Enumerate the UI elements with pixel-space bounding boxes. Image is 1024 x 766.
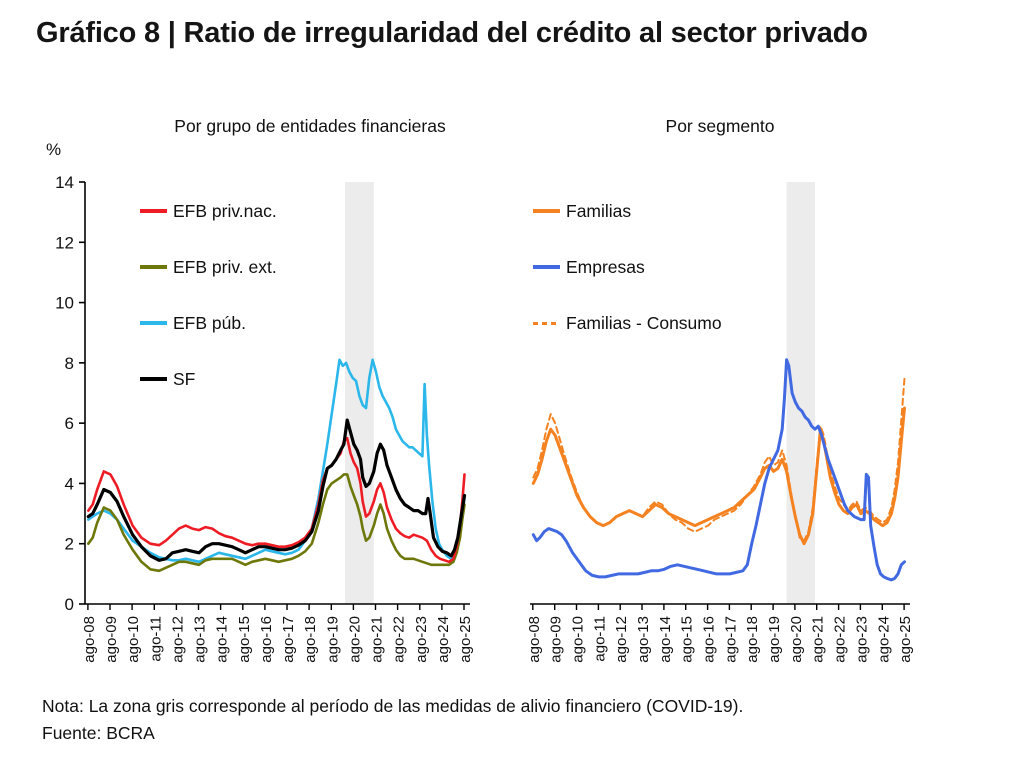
x-tick-label: ago-17 <box>280 616 297 663</box>
x-tick-label: ago-18 <box>302 616 319 663</box>
legend-item-empresas: Empresas <box>533 256 722 278</box>
x-tick-label: ago-12 <box>613 616 630 663</box>
legend-label: Empresas <box>566 256 645 277</box>
series-line <box>87 436 466 564</box>
legend-item-efb-priv-ext: EFB priv. ext. <box>140 256 277 278</box>
x-tick-label: ago-20 <box>788 616 805 663</box>
x-tick-label: ago-16 <box>701 616 718 663</box>
legend-item-familias: Familias <box>533 200 722 222</box>
legend-label: Familias - Consumo <box>566 312 722 333</box>
legend-item-efb-pub: EFB púb. <box>140 312 277 334</box>
x-tick-label: ago-18 <box>744 616 761 663</box>
legend-item-familias-consumo: Familias - Consumo <box>533 312 722 334</box>
x-tick-label: ago-21 <box>810 616 827 663</box>
x-tick-label: ago-13 <box>635 616 652 663</box>
empresas-swatch-icon <box>533 265 560 269</box>
x-tick-label: ago-14 <box>657 616 674 663</box>
x-tick-label: ago-14 <box>214 616 231 663</box>
y-tick-label: 0 <box>65 595 74 614</box>
x-tick-label: ago-22 <box>391 616 408 663</box>
legend-label: EFB priv.nac. <box>173 200 277 221</box>
x-tick-label: ago-10 <box>570 616 587 663</box>
series-line <box>87 358 466 564</box>
familias-swatch-icon <box>533 209 560 213</box>
page-title: Gráfico 8 | Ratio de irregularidad del c… <box>36 17 868 49</box>
x-tick-label: ago-25 <box>897 616 914 663</box>
right-panel-subtitle: Por segmento <box>665 116 775 136</box>
y-tick-label: 10 <box>55 294 74 313</box>
left-chart: 0 2 4 6 8 10 12 14 ago-08 ago-09 ago-10 ago-11 ago-1… <box>55 173 474 663</box>
x-tick-label: ago-09 <box>548 616 565 663</box>
y-tick-label: 8 <box>65 354 74 373</box>
x-tick-label: ago-21 <box>369 616 386 663</box>
y-tick-label: 14 <box>55 173 74 192</box>
source-text: Fuente: BCRA <box>42 723 155 743</box>
right-legend: Familias Empresas Familias - Consumo <box>533 200 722 334</box>
x-tick-label: ago-23 <box>853 616 870 663</box>
x-tick-label: ago-16 <box>258 616 275 663</box>
right-chart: ago-08 ago-09 ago-10 ago-11 ago-12 ago-13 ago-… <box>526 182 914 663</box>
x-tick-label: ago-24 <box>435 616 452 663</box>
legend-label: EFB púb. <box>173 312 246 333</box>
x-tick-label: ago-17 <box>722 616 739 663</box>
efb-priv-ext-swatch-icon <box>140 265 167 269</box>
series-line <box>531 358 906 582</box>
x-tick-label: ago-08 <box>526 616 543 663</box>
y-tick-label: 6 <box>65 414 74 433</box>
x-tick-label: ago-11 <box>591 616 608 662</box>
series-line <box>86 418 467 562</box>
efb-priv-nac-swatch-icon <box>140 209 167 213</box>
legend-item-sf: SF <box>140 368 277 390</box>
series-line <box>531 406 906 546</box>
x-tick-label: ago-22 <box>832 616 849 663</box>
familias-consumo-swatch-icon <box>533 321 560 325</box>
x-tick-label: ago-19 <box>766 616 783 663</box>
y-tick-label: 12 <box>55 233 74 252</box>
legend-label: EFB priv. ext. <box>173 256 277 277</box>
left-panel-subtitle: Por grupo de entidades financieras <box>174 116 446 136</box>
y-axis-unit-label: % <box>46 140 62 159</box>
x-tick-label: ago-09 <box>103 616 120 663</box>
efb-pub-swatch-icon <box>140 321 167 325</box>
note-text: Nota: La zona gris corresponde al períod… <box>42 696 744 716</box>
series-line <box>87 473 466 573</box>
series-line <box>532 376 906 542</box>
x-tick-label: ago-08 <box>81 616 98 663</box>
sf-swatch-icon <box>140 377 167 381</box>
legend-item-efb-priv-nac: EFB priv.nac. <box>140 200 277 222</box>
legend-label: Familias <box>566 200 632 221</box>
x-tick-label: ago-25 <box>457 616 474 663</box>
x-tick-label: ago-13 <box>192 616 209 663</box>
x-tick-label: ago-15 <box>679 616 696 663</box>
x-tick-label: ago-20 <box>346 616 363 663</box>
x-tick-label: ago-11 <box>147 616 164 662</box>
x-tick-label: ago-19 <box>324 616 341 663</box>
y-tick-label: 4 <box>65 474 74 493</box>
x-tick-label: ago-15 <box>236 616 253 663</box>
x-tick-label: ago-23 <box>413 616 430 663</box>
x-tick-label: ago-12 <box>169 616 186 663</box>
left-legend: EFB priv.nac. EFB priv. ext. EFB púb. SF <box>140 200 277 390</box>
y-tick-label: 2 <box>65 535 74 554</box>
x-tick-label: ago-24 <box>875 616 892 663</box>
x-tick-label: ago-10 <box>125 616 142 663</box>
legend-label: SF <box>173 368 196 389</box>
